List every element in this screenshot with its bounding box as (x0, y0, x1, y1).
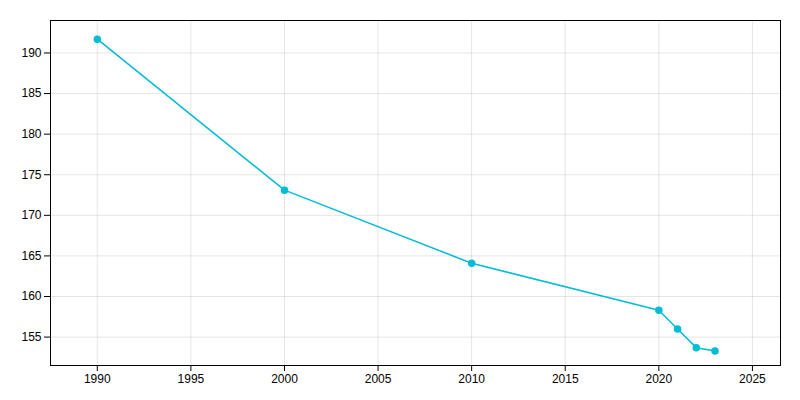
svg-text:2020: 2020 (645, 372, 672, 386)
svg-text:155: 155 (21, 330, 41, 344)
svg-text:160: 160 (21, 289, 41, 303)
svg-text:2015: 2015 (552, 372, 579, 386)
svg-text:2000: 2000 (271, 372, 298, 386)
svg-text:1995: 1995 (178, 372, 205, 386)
svg-text:185: 185 (21, 86, 41, 100)
svg-text:180: 180 (21, 127, 41, 141)
svg-text:165: 165 (21, 249, 41, 263)
svg-text:2010: 2010 (458, 372, 485, 386)
svg-text:170: 170 (21, 208, 41, 222)
svg-text:175: 175 (21, 168, 41, 182)
svg-text:1990: 1990 (84, 372, 111, 386)
svg-text:2005: 2005 (365, 372, 392, 386)
svg-text:190: 190 (21, 46, 41, 60)
svg-text:2025: 2025 (739, 372, 766, 386)
